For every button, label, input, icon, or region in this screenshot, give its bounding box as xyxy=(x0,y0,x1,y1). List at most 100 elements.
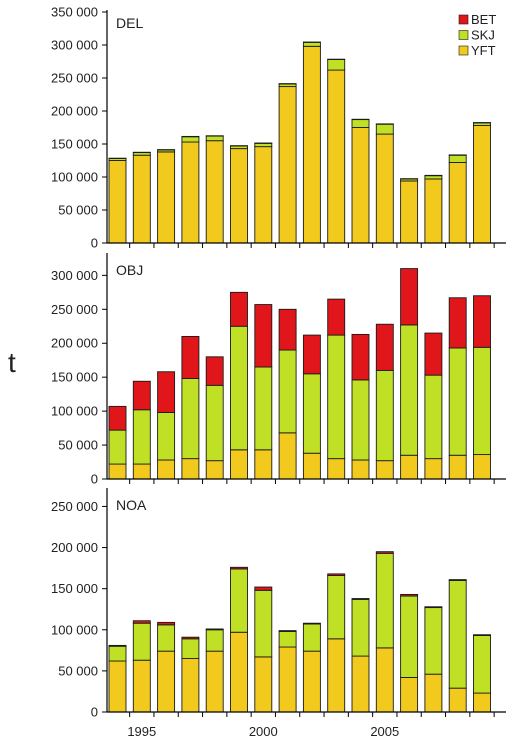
y-tick-label: 150 000 xyxy=(51,581,98,596)
bar-bet xyxy=(132,620,151,624)
bar-skj xyxy=(424,607,443,675)
bar-bet xyxy=(254,304,273,368)
y-tick-label: 50 000 xyxy=(58,203,98,218)
bar-bet xyxy=(473,634,491,636)
legend-label-yft: YFT xyxy=(471,43,496,58)
bar-yft xyxy=(278,432,297,480)
bar-yft xyxy=(448,162,467,244)
legend-swatch-bet xyxy=(458,14,469,25)
bar-bet xyxy=(132,380,151,411)
bar-skj xyxy=(448,154,467,163)
bar-bet xyxy=(205,356,224,386)
bar-skj xyxy=(254,142,273,148)
bar-bet xyxy=(375,551,394,554)
bar-yft xyxy=(400,677,419,713)
bar-yft xyxy=(302,45,321,244)
y-tick-label: 0 xyxy=(91,472,98,487)
bar-bet xyxy=(108,644,127,647)
bar-yft xyxy=(254,656,273,713)
bar-skj xyxy=(108,429,127,465)
bar-skj xyxy=(254,366,273,451)
panel-label: DEL xyxy=(116,15,143,31)
y-tick-label: 150 000 xyxy=(51,370,98,385)
y-tick-label: 150 000 xyxy=(51,137,98,152)
bar-yft xyxy=(351,459,370,480)
bar-yft xyxy=(351,655,370,713)
bar-bet xyxy=(278,630,297,632)
bar-yft xyxy=(230,631,248,713)
bar-yft xyxy=(473,454,491,480)
bar-skj xyxy=(132,409,151,465)
bar-skj xyxy=(327,334,346,460)
bar-skj xyxy=(302,41,321,47)
legend-swatch-yft xyxy=(458,45,469,56)
y-tick-label: 300 000 xyxy=(51,268,98,283)
bar-bet xyxy=(108,405,127,431)
y-tick-label: 0 xyxy=(91,236,98,251)
bar-skj xyxy=(351,598,370,657)
bar-bet xyxy=(424,606,443,609)
y-tick-label: 250 000 xyxy=(51,499,98,514)
bar-bet xyxy=(327,573,346,576)
bar-skj xyxy=(205,384,224,462)
bar-skj xyxy=(424,374,443,460)
bar-skj xyxy=(327,59,346,71)
y-axis-label: t xyxy=(8,347,16,378)
y-tick-label: 200 000 xyxy=(51,104,98,119)
y-tick-label: 300 000 xyxy=(51,38,98,53)
x-tick-label: 2005 xyxy=(370,724,399,739)
bar-bet xyxy=(157,371,176,413)
legend-swatch-skj xyxy=(458,30,469,40)
bar-yft xyxy=(205,460,224,480)
bar-yft xyxy=(108,660,127,713)
bar-skj xyxy=(181,136,200,143)
y-tick-label: 100 000 xyxy=(51,170,98,185)
bar-yft xyxy=(351,127,370,244)
bar-skj xyxy=(205,135,224,142)
bar-yft xyxy=(108,160,127,244)
bar-skj xyxy=(302,623,321,652)
bar-bet xyxy=(375,323,394,371)
bar-bet xyxy=(351,598,370,600)
bar-bet xyxy=(400,593,419,597)
bar-bet xyxy=(473,295,491,348)
bar-yft xyxy=(448,687,467,713)
legend-label-bet: BET xyxy=(471,12,496,27)
bar-yft xyxy=(448,454,467,480)
bar-yft xyxy=(473,692,491,713)
bar-bet xyxy=(302,334,321,375)
y-tick-label: 250 000 xyxy=(51,71,98,86)
bar-skj xyxy=(424,175,443,180)
bar-skj xyxy=(230,325,248,451)
bar-yft xyxy=(327,638,346,713)
bar-yft xyxy=(157,151,176,244)
y-tick-label: 100 000 xyxy=(51,622,98,637)
bar-skj xyxy=(400,595,419,678)
bar-yft xyxy=(181,458,200,480)
bar-skj xyxy=(473,346,491,456)
y-tick-label: 100 000 xyxy=(51,404,98,419)
bar-yft xyxy=(375,460,394,480)
bar-yft xyxy=(205,140,224,244)
bar-yft xyxy=(278,646,297,713)
bar-skj xyxy=(181,378,200,460)
bar-yft xyxy=(473,125,491,244)
x-axis: 1995 2000 2005 xyxy=(127,724,399,739)
bar-yft xyxy=(181,141,200,244)
bar-skj xyxy=(254,589,273,658)
bar-skj xyxy=(157,412,176,461)
bar-skj xyxy=(448,579,467,689)
panel-label: OBJ xyxy=(116,262,143,278)
bar-skj xyxy=(351,119,370,128)
y-tick-label: 50 000 xyxy=(58,663,98,678)
bar-skj xyxy=(205,629,224,652)
bar-yft xyxy=(400,454,419,480)
bar-bet xyxy=(448,297,467,349)
bar-yft xyxy=(400,180,419,244)
bar-skj xyxy=(375,552,394,649)
bar-bet xyxy=(424,332,443,376)
panel-noa: 0 50 000 100 000 150 000 200 000 250 000 NOA xyxy=(51,488,506,720)
bar-yft xyxy=(375,133,394,244)
bar-yft xyxy=(375,647,394,713)
